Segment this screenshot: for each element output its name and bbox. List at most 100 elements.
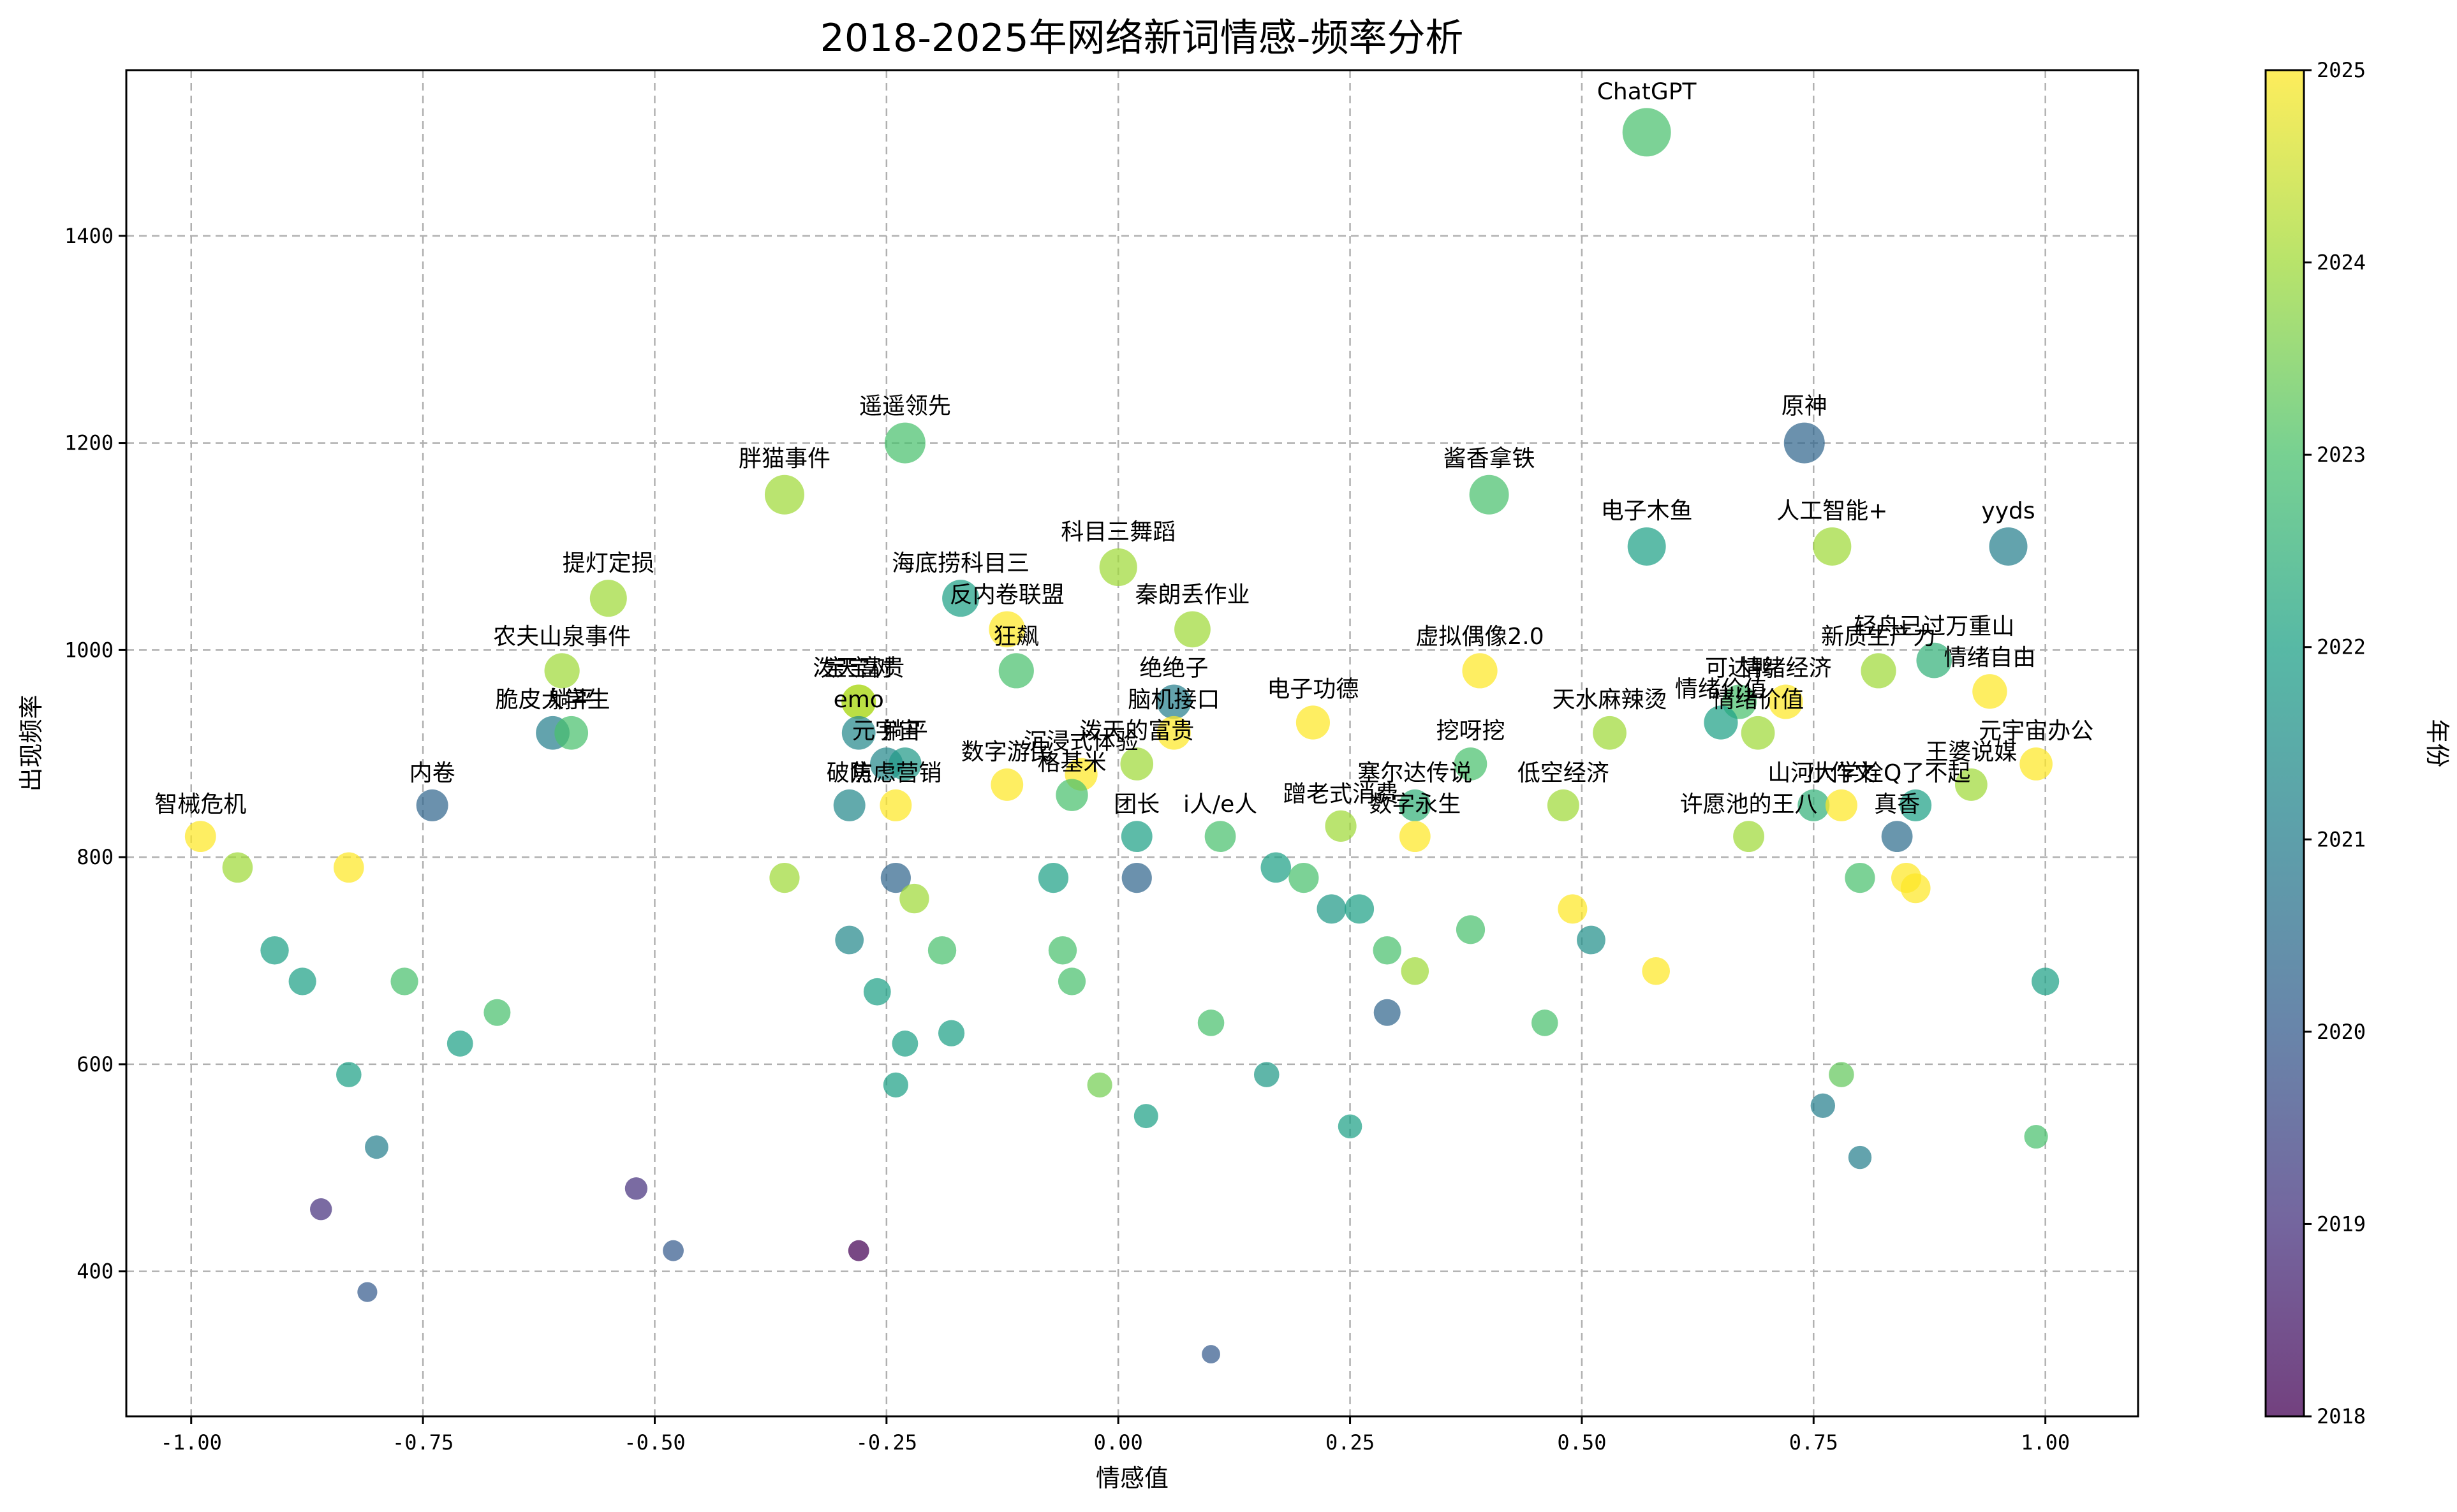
scatter-point [1373,936,1401,965]
scatter-point [1462,653,1498,689]
scatter-point [1704,705,1738,740]
scatter-points [184,108,2060,1363]
point-label: 栓Q了不起 [1861,760,1970,786]
scatter-point [184,821,216,853]
scatter-point [1260,852,1292,883]
point-label: 情绪价值 [1712,687,1804,713]
scatter-point [589,580,627,617]
point-label: ChatGPT [1597,78,1697,105]
scatter-point [1810,1093,1836,1119]
scatter-point [1741,716,1775,750]
point-label: 情绪自由 [1944,645,2035,671]
scatter-point [841,716,876,750]
scatter-point [1325,810,1357,842]
colorbar-frame [2264,69,2305,1418]
scatter-point [1733,821,1764,853]
point-label: 元宇宙办公 [1979,718,2093,744]
point-label: 遥遥领先 [859,393,951,420]
scatter-point [1825,789,1857,821]
scatter-point [764,474,804,515]
scatter-point [1087,1072,1112,1097]
scatter-point [841,684,876,719]
scatter-point [310,1198,332,1221]
scatter-point [1881,821,1913,853]
scatter-point [1845,863,1875,893]
y-axis-label: 出现频率 [17,694,45,791]
y-tick-label: 1000 [64,638,114,662]
scatter-point [1174,611,1211,648]
point-label: 酱香拿铁 [1443,446,1535,472]
scatter-point [1253,1062,1280,1087]
point-label: 团长 [1114,791,1160,818]
chart-title: 2018-2025年网络新词情感-频率分析 [820,16,1464,61]
scatter-point [1133,1104,1158,1129]
axis-ticks: -1.00 -0.75 -0.50 -0.25 0.00 0.25 0.50 0.75 1.00… [64,224,2070,1455]
colorbar-tick-label: 2024 [2317,251,2366,275]
x-tick-label: -0.50 [624,1430,685,1455]
scatter-point [1900,789,1932,821]
colorbar-ticks: 2018 2019 2020 2021 2022 2023 2024 2025 [2304,58,2366,1428]
colorbar-tick-label: 2021 [2317,827,2366,851]
scatter-point [998,653,1034,689]
scatter-point [1829,1062,1854,1087]
scatter-point [260,936,289,965]
scatter-point [927,936,957,965]
colorbar-tick-label: 2019 [2317,1212,2366,1236]
scatter-point [1454,747,1487,781]
point-label: 电子功德 [1267,676,1359,702]
x-tick-label: -0.25 [856,1430,917,1455]
scatter-point [365,1135,388,1159]
x-tick-label: 0.75 [1789,1430,1838,1455]
colorbar-tick-label: 2022 [2317,635,2366,659]
scatter-point [1202,1345,1220,1363]
point-label: 破防 [827,760,873,786]
scatter-point [848,1240,869,1261]
scatter-point [899,883,929,914]
scatter-point [1120,747,1154,781]
point-label: 内卷 [410,760,455,786]
scatter-point [1813,527,1852,566]
y-tick-label: 1200 [64,431,114,455]
y-tick-label: 1400 [64,224,114,248]
scatter-point [357,1282,378,1302]
scatter-point [769,863,800,893]
scatter-point [336,1062,362,1087]
scatter-point [1121,863,1152,893]
scatter-point [1627,527,1666,566]
scatter-point [1121,821,1153,853]
point-label: 山河大学 [1767,760,1859,786]
scatter-point [483,999,511,1026]
scatter-point [1157,716,1191,750]
scatter-point [2019,747,2053,781]
point-label: 反内卷联盟 [950,582,1065,608]
point-label: yyds [1981,498,2035,524]
point-label: 情绪经济 [1740,656,1832,682]
point-label: 泼天的富贵 [1079,718,1194,744]
scatter-point [554,716,589,750]
point-label: 农夫山泉事件 [493,624,631,650]
colorbar: 2018 2019 2020 2021 2022 2023 2024 2025 年份 [2264,58,2451,1428]
point-label: 胖猫事件 [739,446,830,472]
point-label: 真香 [1874,791,1920,818]
x-tick-label: 1.00 [2021,1430,2070,1455]
scatter-point [1058,967,1086,995]
x-tick-label: -1.00 [161,1430,222,1455]
scatter-point [1399,821,1431,853]
scatter-point [1338,1114,1362,1139]
scatter-point [989,611,1026,648]
point-label: 海底捞科目三 [892,550,1029,576]
scatter-point [1295,705,1331,740]
scatter-point [1099,548,1137,587]
point-label: emo [834,687,884,713]
scatter-point [1373,999,1401,1026]
scatter-point [1038,863,1069,893]
colorbar-tick-label: 2018 [2317,1404,2366,1428]
scatter-point [1768,684,1803,719]
colorbar-tick-label: 2025 [2317,58,2366,82]
scatter-point [663,1240,684,1261]
point-label: 原神 [1782,393,1827,420]
scatter-point [1797,789,1830,821]
point-label: 虚拟偶像2.0 [1415,624,1544,650]
colorbar-gradient [2266,70,2304,1416]
scatter-point [1547,789,1579,821]
